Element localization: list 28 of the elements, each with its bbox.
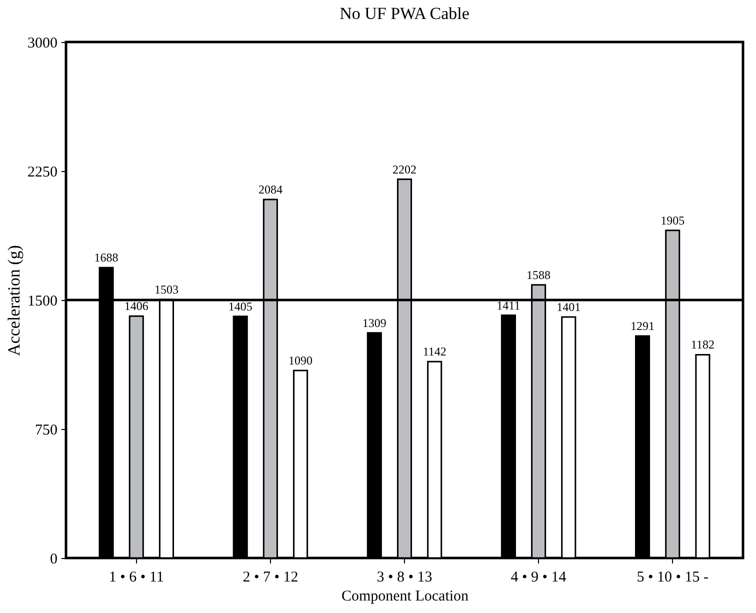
- data-label: 1905: [660, 213, 685, 228]
- data-label: 2084: [258, 182, 282, 197]
- x-tick-label: 2 • 7 • 12: [242, 570, 298, 586]
- data-label: 1142: [422, 344, 446, 359]
- y-tick-label: 3000: [28, 36, 58, 52]
- y-tick-label: 1500: [28, 294, 58, 310]
- data-label: 1503: [154, 282, 178, 296]
- x-tick-label: 4 • 9 • 14: [510, 570, 567, 586]
- x-axis-title: Component Location: [341, 588, 470, 604]
- data-label: 1588: [526, 268, 551, 282]
- data-label: 1401: [556, 300, 581, 314]
- data-label: 1090: [288, 354, 313, 368]
- chart-title: No UF PWA Cable: [340, 4, 470, 23]
- y-axis-title: Acceleration (g): [4, 245, 24, 356]
- data-label: 1182: [690, 338, 714, 352]
- data-label: 2202: [392, 162, 416, 176]
- data-label: 1405: [228, 299, 252, 314]
- data-label: 1309: [362, 316, 386, 330]
- y-tick-label: 0: [50, 552, 58, 568]
- x-tick-label: 3 • 8 • 13: [376, 570, 432, 586]
- data-label: 1411: [496, 298, 520, 312]
- y-tick-label: 2250: [28, 164, 58, 180]
- x-tick-label: 1 • 6 • 11: [108, 570, 164, 586]
- y-tick-label: 750: [35, 422, 58, 438]
- data-label: 1291: [630, 318, 655, 333]
- data-label: 1688: [94, 250, 118, 265]
- x-tick-label: 5 • 10 • 15 -: [636, 570, 708, 586]
- data-label: 1406: [124, 299, 148, 314]
